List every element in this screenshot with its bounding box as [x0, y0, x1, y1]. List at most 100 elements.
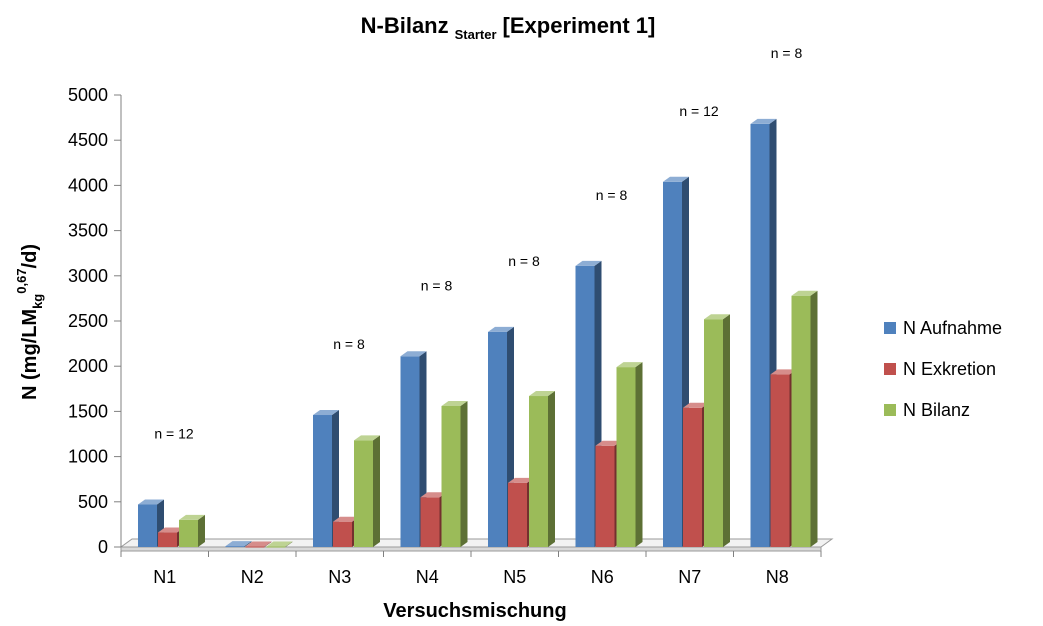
- x-axis-title: Versuchsmischung: [383, 600, 566, 622]
- x-axis-ticks: N1 N2 N3 N4 N5 N6 N7 N8: [120, 551, 822, 587]
- bar-front: [354, 440, 373, 547]
- bar-side: [548, 391, 555, 547]
- bar-front: [683, 407, 702, 547]
- bar-front: [420, 497, 440, 547]
- bar-front: [245, 546, 265, 548]
- bar-n-bilanz-n8: [791, 290, 818, 547]
- y-axis-title-prefix: N (mg/LM: [19, 309, 41, 400]
- y-axis-title-superscript: 0,67: [14, 268, 29, 293]
- bar-top: [441, 400, 468, 406]
- bar-front: [158, 532, 177, 547]
- y-axis-title: N (mg/LMkg0,67/d): [14, 244, 45, 400]
- legend-swatch: [884, 322, 896, 334]
- bar-top: [663, 176, 689, 182]
- y-axis-title-suffix: /d): [19, 244, 41, 268]
- y-tick-label: 0: [98, 537, 108, 557]
- y-tick-label: 4500: [68, 130, 108, 150]
- bar-top: [333, 516, 359, 522]
- sample-size-label: n = 8: [508, 253, 540, 269]
- sample-size-label: n = 8: [421, 277, 453, 293]
- y-tick-label: 5000: [68, 85, 108, 105]
- bar-side: [635, 362, 643, 547]
- bar-front: [575, 265, 595, 547]
- x-tick-label: N7: [678, 567, 701, 587]
- bar-n-bilanz-n2: [266, 541, 293, 548]
- bar-top: [575, 260, 602, 266]
- bar-front: [225, 546, 245, 548]
- bar-top: [245, 541, 272, 547]
- bar-side: [460, 400, 468, 547]
- x-tick-label: N2: [241, 567, 264, 587]
- bar-n-bilanz-n3: [354, 435, 380, 547]
- bar-front: [313, 415, 332, 547]
- bar-n-bilanz-n4: [441, 400, 468, 547]
- x-tick-label: N1: [153, 567, 176, 587]
- bar-front: [266, 546, 286, 548]
- legend-label: N Bilanz: [903, 400, 970, 420]
- bar-front: [663, 181, 682, 547]
- bar-top: [400, 351, 427, 357]
- bar-top: [420, 492, 447, 498]
- sample-size-label: n = 12: [154, 426, 194, 442]
- bar-front: [529, 396, 548, 547]
- sample-size-label: n = 8: [596, 187, 628, 203]
- legend: N Aufnahme N Exkretion N Bilanz: [884, 318, 1002, 420]
- y-tick-label: 2500: [68, 311, 108, 331]
- bar-front: [704, 319, 723, 547]
- y-axis-title-subscript: kg: [30, 294, 45, 309]
- bar-side: [285, 541, 293, 547]
- bars: [138, 118, 818, 548]
- bar-top: [313, 410, 339, 416]
- bar-front: [616, 367, 636, 547]
- bar-front: [750, 123, 770, 547]
- bar-front: [791, 295, 811, 547]
- y-tick-label: 1500: [68, 401, 108, 421]
- bar-top: [508, 477, 534, 483]
- bar-side: [810, 290, 818, 547]
- bar-top: [770, 369, 797, 375]
- bar-front: [400, 356, 420, 547]
- sample-size-notes: n = 12 n = 8 n = 8 n = 8 n = 8 n = 12 n = 8: [154, 45, 802, 442]
- bar-n-bilanz-n5: [529, 391, 555, 547]
- bar-top: [158, 527, 184, 533]
- y-tick-label: 500: [78, 492, 108, 512]
- chart-title-subscript: Starter: [455, 27, 497, 42]
- chart-title-suffix: [Experiment 1]: [503, 13, 656, 38]
- bar-front: [138, 504, 157, 547]
- y-tick-label: 4000: [68, 175, 108, 195]
- bar-side: [373, 435, 380, 547]
- bar-top: [225, 541, 252, 547]
- y-axis-ticks: 0 500 1000 1500 2000 2500 3000 3500 4000 4500 5000: [68, 85, 122, 557]
- bar-top: [750, 118, 777, 124]
- bar-top: [354, 435, 380, 441]
- x-tick-label: N8: [766, 567, 789, 587]
- bar-front: [508, 482, 527, 547]
- bar-top: [683, 402, 709, 408]
- bar-n-bilanz-n7: [704, 314, 730, 547]
- legend-swatch: [884, 404, 896, 416]
- bar-side: [723, 314, 730, 547]
- bar-side: [244, 541, 252, 547]
- floor-edge: [120, 546, 822, 552]
- x-tick-label: N6: [591, 567, 614, 587]
- bar-front: [441, 405, 461, 547]
- legend-label: N Aufnahme: [903, 318, 1002, 338]
- x-tick-label: N4: [416, 567, 439, 587]
- bar-top: [704, 314, 730, 320]
- bar-front: [333, 521, 352, 547]
- sample-size-label: n = 12: [679, 103, 719, 119]
- chart-title: N-Bilanz Starter [Experiment 1]: [361, 13, 656, 42]
- x-tick-label: N3: [328, 567, 351, 587]
- bar-side: [332, 410, 339, 547]
- bar-n-bilanz-n1: [179, 514, 205, 547]
- sample-size-label: n = 8: [333, 336, 365, 352]
- bar-top: [791, 290, 818, 296]
- bar-front: [488, 331, 507, 547]
- y-tick-label: 2000: [68, 356, 108, 376]
- legend-swatch: [884, 363, 896, 375]
- bar-top: [138, 499, 164, 505]
- bar-top: [529, 391, 555, 397]
- y-tick-label: 3500: [68, 221, 108, 241]
